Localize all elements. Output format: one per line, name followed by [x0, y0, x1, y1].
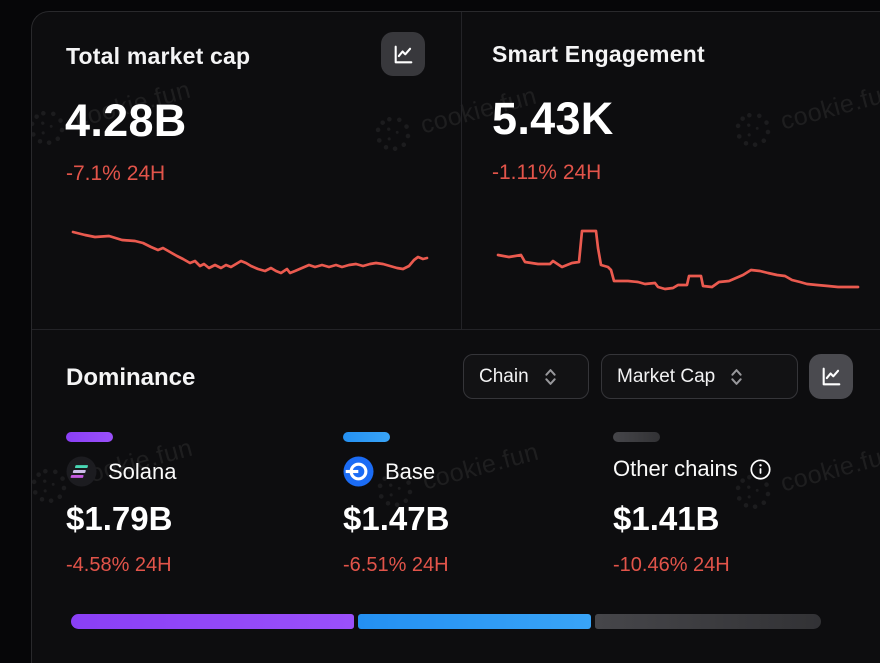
- chain-filter-label: Chain: [479, 365, 529, 387]
- metric-filter-label: Market Cap: [617, 365, 716, 387]
- metric-change-24h: -1.11% 24H: [492, 161, 602, 184]
- dominance-section: Dominance Chain Market Cap: [32, 329, 880, 663]
- chain-name: Solana: [108, 458, 177, 484]
- dominance-chart-toggle-button[interactable]: [809, 354, 853, 399]
- base-color-pill: [343, 432, 390, 442]
- base-logo-icon: [343, 456, 374, 487]
- smart-engagement-sparkline: [496, 229, 860, 291]
- chevron-up-down-icon: [731, 368, 742, 385]
- chain-row: Other chains: [613, 456, 772, 482]
- metric-value: 4.28B: [65, 95, 187, 146]
- metric-change-24h: -7.1% 24H: [66, 162, 166, 185]
- chain-row: Solana: [66, 456, 177, 487]
- chain-row: Base: [343, 456, 435, 487]
- card-title: Smart Engagement: [492, 41, 705, 67]
- total-market-cap-card: Total market cap 4.28B -7.1% 24H: [32, 12, 462, 329]
- info-icon[interactable]: [749, 458, 772, 481]
- chain-change-24h: -6.51% 24H: [343, 554, 449, 576]
- metric-cards-row: Total market cap 4.28B -7.1% 24H Smart E…: [32, 12, 880, 329]
- card-title: Total market cap: [66, 43, 251, 69]
- market-cap-sparkline: [71, 230, 429, 275]
- other-chains-color-pill: [613, 432, 660, 442]
- dominance-column-base: Base $1.47B -6.51% 24H: [343, 330, 598, 663]
- chain-name: Other chains: [613, 456, 738, 481]
- dominance-column-solana: Solana $1.79B -4.58% 24H: [66, 330, 326, 663]
- chain-market-cap: $1.41B: [613, 500, 720, 537]
- dominance-stacked-bar: [71, 614, 821, 629]
- metric-value: 5.43K: [492, 93, 614, 144]
- solana-bar-segment: [71, 614, 355, 629]
- line-chart-icon: [394, 45, 412, 63]
- base-bar-segment: [358, 614, 592, 629]
- chain-change-24h: -4.58% 24H: [66, 554, 172, 576]
- smart-engagement-card: Smart Engagement 5.43K -1.11% 24H: [462, 12, 880, 329]
- metric-filter-select[interactable]: Market Cap: [601, 354, 798, 399]
- chain-market-cap: $1.47B: [343, 500, 450, 537]
- solana-color-pill: [66, 432, 113, 442]
- other-chains-bar-segment: [595, 614, 821, 629]
- chart-view-button[interactable]: [381, 32, 425, 76]
- dominance-title: Dominance: [66, 364, 196, 391]
- chevron-up-down-icon: [545, 368, 556, 385]
- dominance-column-other-chains: Other chains $1.41B -10.46% 24H: [613, 330, 863, 663]
- chain-name: Base: [385, 458, 436, 484]
- dashboard-panel: cookie.fun cookie.fun cookie.fun cookie.…: [31, 11, 880, 663]
- chain-market-cap: $1.79B: [66, 500, 173, 537]
- solana-logo-icon: [66, 456, 97, 487]
- chain-change-24h: -10.46% 24H: [613, 554, 730, 576]
- chain-filter-select[interactable]: Chain: [463, 354, 589, 399]
- line-chart-icon: [822, 367, 840, 386]
